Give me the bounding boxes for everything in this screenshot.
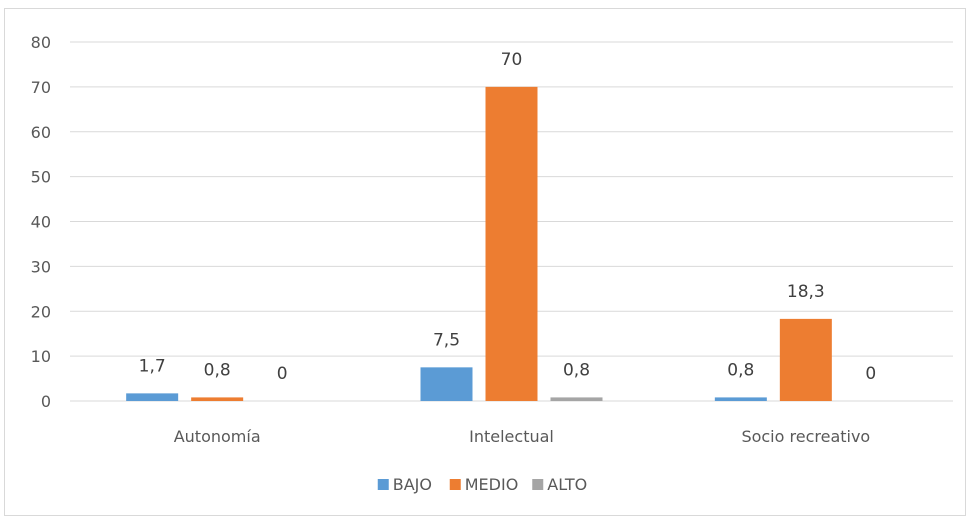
- bar-chart: 0 10 20 30 40 50 60 70 80 1,7 0,8 0 7,5 70 0,8 0,8 18,3…: [31, 33, 953, 494]
- data-label: 0,8: [563, 360, 590, 380]
- y-tick-label: 20: [31, 302, 51, 321]
- bar-medio-1: [485, 86, 538, 401]
- legend-swatch: [449, 479, 461, 490]
- chart-frame: 0 10 20 30 40 50 60 70 80 1,7 0,8 0 7,5 70 0,8 0,8 18,3…: [4, 8, 966, 516]
- data-label: 0: [865, 364, 876, 384]
- category-label: Socio recreativo: [741, 427, 870, 446]
- legend-label: BAJO: [393, 475, 432, 494]
- bar-bajo-2: [714, 397, 767, 401]
- y-axis-ticks: 0 10 20 30 40 50 60 70 80: [31, 33, 51, 411]
- y-tick-label: 80: [31, 33, 51, 52]
- legend-swatch: [377, 479, 389, 490]
- data-label: 7,5: [433, 330, 460, 350]
- data-label: 0,8: [204, 360, 231, 380]
- y-tick-label: 30: [31, 257, 51, 276]
- data-label: 0,8: [727, 360, 754, 380]
- category-label: Intelectual: [469, 427, 554, 446]
- y-tick-label: 70: [31, 78, 51, 97]
- bar-medio-0: [191, 397, 244, 401]
- bar-bajo-1: [420, 367, 473, 401]
- legend-label: MEDIO: [465, 475, 519, 494]
- y-tick-label: 10: [31, 347, 51, 366]
- data-label: 70: [501, 50, 523, 70]
- data-label: 1,7: [139, 356, 166, 376]
- bar-bajo-0: [126, 393, 179, 401]
- bar-alto-1: [550, 397, 603, 401]
- y-tick-label: 40: [31, 213, 51, 232]
- data-label: 18,3: [787, 282, 825, 302]
- data-label: 0: [277, 364, 288, 384]
- y-tick-label: 0: [41, 392, 51, 411]
- y-tick-label: 50: [31, 168, 51, 187]
- category-label: Autonomía: [174, 427, 261, 446]
- legend: BAJO MEDIO ALTO: [377, 475, 587, 494]
- bar-medio-2: [779, 318, 832, 401]
- data-labels: 1,7 0,8 0 7,5 70 0,8 0,8 18,3 0: [139, 50, 877, 384]
- x-axis-categories: Autonomía Intelectual Socio recreativo: [174, 427, 871, 446]
- bars: [126, 86, 832, 401]
- legend-swatch: [532, 479, 544, 490]
- legend-label: ALTO: [547, 475, 587, 494]
- y-tick-label: 60: [31, 123, 51, 142]
